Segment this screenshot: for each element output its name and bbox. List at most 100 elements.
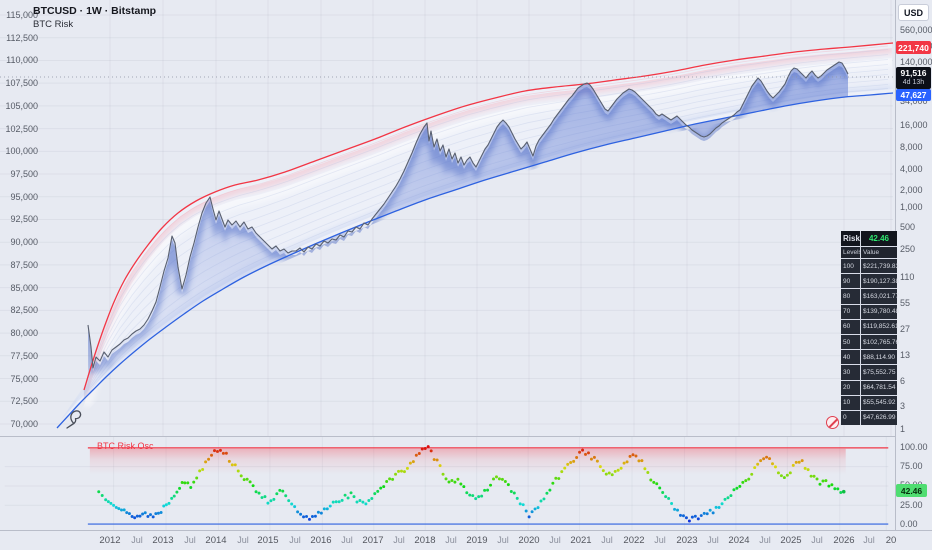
currency-button[interactable]: USD	[898, 4, 929, 21]
time-axis-label: 2023	[676, 535, 698, 546]
right-axis-label: 13	[900, 350, 911, 360]
risk-level-value: $102,765.76	[861, 334, 899, 350]
left-axis-label: 90,000	[10, 237, 38, 248]
risk-level: 40	[841, 350, 860, 365]
right-axis-label: 140,000	[900, 57, 932, 67]
risk-col-levels: Levels	[841, 247, 862, 258]
oscillator-axis-label: 75.00	[900, 461, 923, 471]
lower-band-price-badge: 47,627	[896, 89, 931, 101]
risk-level: 10	[841, 395, 860, 410]
left-axis-label: 77,500	[10, 350, 38, 361]
time-axis-label: 20	[885, 535, 897, 546]
time-axis-label: 2013	[152, 535, 174, 546]
risk-level: 60	[841, 319, 860, 334]
time-axis-label: 2016	[310, 535, 332, 546]
time-axis-label: Jul	[707, 535, 719, 545]
right-axis-label: 3	[900, 401, 906, 411]
last-price: 91,516	[900, 68, 927, 78]
time-axis-label: 2021	[570, 535, 592, 546]
right-axis-label: 1	[900, 424, 906, 434]
symbol-title[interactable]: BTCUSD · 1W · Bitstamp	[33, 5, 157, 17]
risk-level-value: $55,545.92	[861, 395, 897, 410]
time-axis-label: 2020	[518, 535, 540, 546]
left-axis-label: 110,000	[6, 55, 38, 66]
time-axis-label: Jul	[759, 535, 771, 545]
left-axis-label: 82,500	[10, 305, 38, 316]
chart-legend: BTCUSD · 1W · Bitstamp BTC Risk	[33, 5, 156, 30]
time-axis-label: 2014	[205, 535, 227, 546]
right-axis-label: 2,000	[900, 185, 923, 195]
right-axis-label: 55	[900, 298, 911, 308]
oscillator-value-badge: 42.46	[896, 484, 927, 497]
left-axis-label: 80,000	[10, 328, 38, 339]
risk-table-title: Risk	[841, 231, 860, 246]
right-axis-label: 34,000	[900, 96, 928, 106]
risk-current-value: 42.46	[861, 231, 897, 246]
risk-level: 20	[841, 380, 860, 395]
right-axis-label: 4,000	[900, 164, 923, 174]
time-axis-label: 2019	[466, 535, 488, 546]
risk-level-value: $75,552.75	[861, 365, 897, 380]
left-axis-label: 100,000	[5, 146, 38, 157]
risk-levels-table: Risk 42.46 Levels Value 100 $221,739.83 90 $190…	[841, 231, 899, 426]
time-axis-label: Jul	[811, 535, 823, 545]
time-axis-label: 2017	[362, 535, 384, 546]
right-axis-label: 500	[900, 222, 916, 232]
left-axis-label: 107,500	[5, 78, 38, 89]
risk-level-value: $190,127.38	[861, 274, 899, 289]
time-axis-label: 2025	[780, 535, 802, 546]
right-axis-label: 1,000	[900, 202, 923, 212]
indicator-title[interactable]: BTC Risk	[33, 19, 74, 30]
risk-level: 70	[841, 304, 860, 319]
right-axis-label: 8,000	[900, 142, 923, 152]
oscillator-axis-label: 0.00	[900, 519, 918, 529]
risk-level: 90	[841, 274, 860, 289]
time-axis-label: 2026	[833, 535, 855, 546]
time-axis-label: 2024	[728, 535, 750, 546]
risk-col-value: Value	[861, 247, 897, 258]
left-axis-label: 115,000	[6, 10, 38, 20]
no-entry-icon[interactable]	[826, 416, 839, 429]
left-axis-label: 102,500	[5, 123, 38, 134]
oscillator-label[interactable]: BTC Risk Osc	[97, 441, 154, 451]
left-axis-label: 92,500	[10, 214, 38, 225]
main-price-chart[interactable]	[0, 0, 895, 436]
risk-level-value: $47,626.99	[861, 410, 897, 426]
time-axis-label: Jul	[445, 535, 457, 545]
time-axis-label: Jul	[393, 535, 405, 545]
risk-level-value: $139,780.48	[861, 304, 899, 319]
risk-level: 0	[841, 410, 860, 426]
risk-level: 50	[841, 334, 860, 350]
risk-oscillator-pane[interactable]	[0, 436, 895, 530]
risk-level-value: $64,781.54	[861, 380, 897, 395]
time-axis-label: Jul	[654, 535, 666, 545]
time-axis-label: 2022	[623, 535, 645, 546]
risk-level-value: $88,114.90	[861, 350, 897, 365]
bar-countdown: 4d 13h	[902, 79, 925, 86]
oscillator-axis-label: 100.00	[900, 442, 928, 452]
upper-band-price-badge: 221,740	[896, 41, 931, 54]
left-axis-label: 75,000	[10, 373, 38, 384]
time-axis-label: 2015	[257, 535, 279, 546]
left-axis-label: 95,000	[10, 191, 38, 202]
risk-level-value: $163,021.77	[861, 289, 899, 304]
time-axis-label: Jul	[863, 535, 875, 545]
left-axis-label: 70,000	[10, 418, 38, 429]
time-axis-label: 2018	[414, 535, 436, 546]
right-axis-label: 560,000	[900, 25, 932, 35]
risk-level-value: $119,852.61	[861, 319, 899, 334]
time-axis-label: Jul	[184, 535, 196, 545]
left-axis-label: 72,500	[10, 396, 38, 407]
risk-level: 80	[841, 289, 860, 304]
right-axis-label: 6	[900, 376, 906, 386]
oscillator-axis-label: 25.00	[900, 500, 923, 510]
left-axis-label: 87,500	[10, 259, 38, 270]
right-axis-label: 27	[900, 324, 911, 334]
risk-level-value: $221,739.83	[861, 259, 899, 274]
left-axis-label: 97,500	[10, 169, 38, 180]
left-axis-label: 112,500	[6, 32, 38, 43]
time-axis-label: Jul	[131, 535, 143, 545]
time-axis[interactable]: z 2012Jul2013Jul2014Jul2015Jul2016Jul201…	[0, 530, 932, 550]
time-axis-label: Jul	[601, 535, 613, 545]
